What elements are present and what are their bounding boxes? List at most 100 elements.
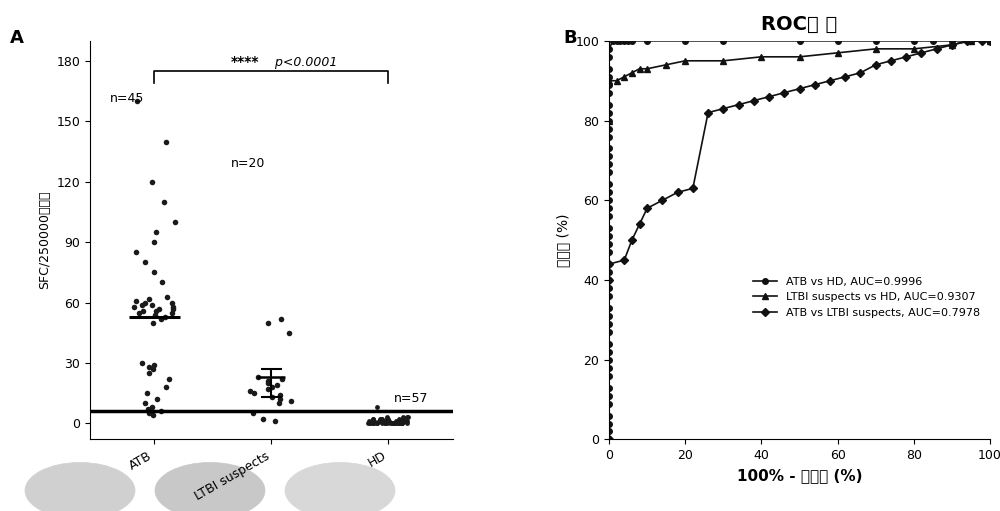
Point bbox=[164, 298, 180, 307]
Point bbox=[158, 383, 174, 391]
ATB vs LTBI suspects, AUC=0.7978 bbox=[702, 109, 714, 115]
ATB vs HD, AUC=0.9996 bbox=[603, 329, 615, 335]
ATB vs LTBI suspects, AUC=0.7978 bbox=[984, 38, 996, 44]
Point bbox=[379, 417, 395, 426]
Point bbox=[148, 307, 164, 315]
Point bbox=[369, 403, 385, 411]
Point bbox=[165, 303, 181, 311]
LTBI suspects vs HD, AUC=0.9307 bbox=[679, 58, 691, 64]
Point bbox=[246, 389, 262, 397]
LTBI suspects vs HD, AUC=0.9307 bbox=[626, 69, 638, 76]
LTBI suspects vs HD, AUC=0.9307 bbox=[618, 74, 630, 80]
LTBI suspects vs HD, AUC=0.9307 bbox=[984, 38, 996, 44]
Point bbox=[391, 419, 407, 427]
ATB vs HD, AUC=0.9996 bbox=[794, 38, 806, 44]
Point bbox=[372, 417, 388, 426]
Point bbox=[126, 303, 142, 311]
Point bbox=[273, 315, 289, 323]
Point bbox=[365, 419, 381, 427]
ATB vs LTBI suspects, AUC=0.7978 bbox=[733, 102, 745, 108]
ATB vs LTBI suspects, AUC=0.7978 bbox=[717, 106, 729, 112]
Point bbox=[374, 415, 390, 424]
LTBI suspects vs HD, AUC=0.9307 bbox=[603, 118, 615, 124]
Point bbox=[400, 413, 416, 422]
ATB vs LTBI suspects, AUC=0.7978 bbox=[748, 98, 760, 104]
Text: B: B bbox=[563, 29, 577, 47]
Point bbox=[260, 377, 276, 385]
Point bbox=[397, 417, 413, 426]
Point bbox=[399, 413, 415, 422]
ATB vs HD, AUC=0.9996 bbox=[603, 109, 615, 115]
Point bbox=[141, 363, 157, 371]
Point bbox=[281, 329, 297, 337]
ATB vs HD, AUC=0.9996 bbox=[603, 436, 615, 443]
X-axis label: 100% - 特异性 (%): 100% - 特异性 (%) bbox=[737, 468, 862, 483]
Point bbox=[128, 248, 144, 257]
Point bbox=[379, 419, 395, 427]
Point bbox=[141, 369, 157, 377]
LTBI suspects vs HD, AUC=0.9307 bbox=[908, 46, 920, 52]
Point bbox=[394, 419, 410, 427]
Point bbox=[164, 309, 180, 317]
Y-axis label: SFC/250000个细胞: SFC/250000个细胞 bbox=[38, 191, 51, 289]
Point bbox=[141, 409, 157, 417]
Point bbox=[382, 419, 398, 427]
Point bbox=[159, 292, 175, 300]
Text: p<0.0001: p<0.0001 bbox=[271, 56, 338, 69]
Point bbox=[156, 198, 172, 206]
ATB vs LTBI suspects, AUC=0.7978 bbox=[931, 46, 943, 52]
ATB vs LTBI suspects, AUC=0.7978 bbox=[854, 69, 866, 76]
Point bbox=[394, 419, 410, 427]
Point bbox=[250, 373, 266, 381]
Point bbox=[365, 415, 381, 424]
Point bbox=[374, 419, 390, 427]
Point bbox=[137, 298, 153, 307]
ATB vs LTBI suspects, AUC=0.7978 bbox=[634, 221, 646, 227]
ATB vs LTBI suspects, AUC=0.7978 bbox=[824, 78, 836, 84]
Point bbox=[255, 415, 271, 424]
Point bbox=[393, 417, 409, 426]
ATB vs LTBI suspects, AUC=0.7978 bbox=[839, 74, 851, 80]
Point bbox=[260, 379, 276, 387]
LTBI suspects vs HD, AUC=0.9307 bbox=[717, 58, 729, 64]
Point bbox=[283, 397, 299, 405]
Point bbox=[393, 417, 409, 426]
ATB vs HD, AUC=0.9996 bbox=[607, 38, 619, 44]
Point bbox=[385, 419, 401, 427]
LTBI suspects vs HD, AUC=0.9307 bbox=[611, 78, 623, 84]
Point bbox=[260, 319, 276, 327]
Point bbox=[377, 417, 393, 426]
Point bbox=[271, 399, 287, 407]
Point bbox=[379, 415, 395, 424]
Point bbox=[149, 395, 165, 403]
ATB vs HD, AUC=0.9996 bbox=[603, 169, 615, 175]
Point bbox=[366, 419, 382, 427]
ATB vs LTBI suspects, AUC=0.7978 bbox=[794, 86, 806, 92]
Point bbox=[245, 409, 261, 417]
Point bbox=[384, 419, 400, 427]
ATB vs LTBI suspects, AUC=0.7978 bbox=[885, 58, 897, 64]
Point bbox=[395, 413, 411, 422]
ATB vs LTBI suspects, AUC=0.7978 bbox=[641, 205, 653, 212]
Point bbox=[378, 417, 394, 426]
Point bbox=[391, 415, 407, 424]
ATB vs LTBI suspects, AUC=0.7978 bbox=[946, 42, 958, 48]
ATB vs LTBI suspects, AUC=0.7978 bbox=[618, 257, 630, 263]
Text: n=45: n=45 bbox=[110, 92, 144, 105]
Point bbox=[380, 415, 396, 424]
Point bbox=[377, 419, 393, 427]
ATB vs LTBI suspects, AUC=0.7978 bbox=[603, 277, 615, 283]
Point bbox=[141, 294, 157, 303]
Title: ROC曲 线: ROC曲 线 bbox=[761, 15, 838, 34]
LTBI suspects vs HD, AUC=0.9307 bbox=[641, 66, 653, 72]
Point bbox=[377, 419, 393, 427]
LTBI suspects vs HD, AUC=0.9307 bbox=[870, 46, 882, 52]
Point bbox=[269, 381, 285, 389]
Point bbox=[145, 411, 161, 420]
Point bbox=[372, 415, 388, 424]
Point bbox=[267, 417, 283, 426]
Point bbox=[381, 417, 397, 426]
LTBI suspects vs HD, AUC=0.9307 bbox=[603, 78, 615, 84]
Point bbox=[140, 405, 156, 413]
ATB vs LTBI suspects, AUC=0.7978 bbox=[976, 38, 988, 44]
